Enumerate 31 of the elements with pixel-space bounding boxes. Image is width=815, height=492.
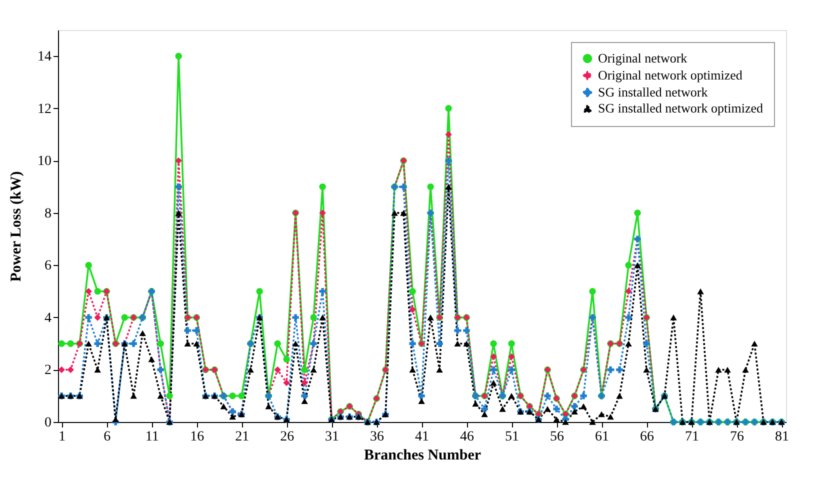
x-tick-label: 16: [190, 430, 204, 444]
x-tick-label: 66: [640, 430, 654, 444]
y-tick-label: 14: [38, 50, 52, 65]
x-tick-label: 21: [235, 430, 250, 444]
y-tick-label: 2: [44, 363, 52, 378]
x-tick-label: 81: [775, 430, 789, 444]
x-tick-label: 36: [370, 430, 384, 444]
x-tick-label: 46: [460, 430, 474, 444]
y-axis-title: Power Loss (kW): [8, 171, 24, 282]
x-tick-label: 76: [730, 430, 744, 444]
y-tick-label: 10: [38, 154, 52, 170]
x-tick-label: 51: [505, 430, 520, 444]
x-axis-title: Branches Number: [364, 448, 482, 464]
y-tick-label: 12: [38, 102, 52, 117]
y-tick-label: 4: [44, 310, 52, 326]
x-tick-label: 31: [325, 430, 340, 444]
x-tick-label: 71: [685, 430, 700, 444]
x-tick-label: 61: [595, 430, 610, 444]
legend-label: SG installed network optimized: [598, 100, 764, 116]
x-tick-label: 1: [58, 430, 66, 444]
x-tick-label: 56: [550, 430, 564, 444]
x-tick-label: 6: [104, 430, 111, 444]
y-tick-label: 8: [44, 206, 52, 222]
x-tick-label: 26: [280, 430, 294, 444]
x-tick-label: 41: [415, 430, 430, 444]
x-tick-label: 11: [145, 430, 159, 444]
legend-label: Original network: [598, 50, 688, 66]
legend-label: Original network optimized: [598, 68, 743, 82]
y-tick-label: 0: [44, 416, 52, 430]
legend-label: SG installed network: [598, 84, 708, 100]
y-tick-label: 6: [44, 258, 52, 274]
